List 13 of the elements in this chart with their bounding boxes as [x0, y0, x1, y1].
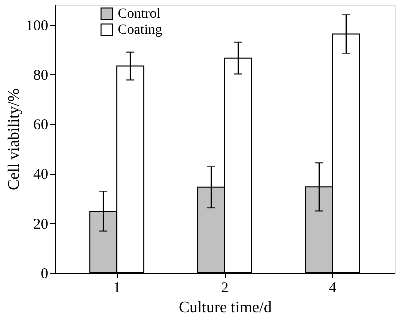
y-tick-label: 80 — [34, 68, 48, 84]
legend-label: Coating — [118, 23, 162, 38]
y-tick-label: 40 — [34, 167, 48, 184]
x-tick-label: 1 — [113, 280, 121, 296]
legend-label: Control — [118, 7, 161, 22]
y-tick-label: 0 — [41, 266, 48, 282]
y-tick-label: 20 — [34, 216, 48, 233]
y-tick-label: 100 — [26, 18, 48, 34]
x-axis-title: Culture time/d — [179, 300, 272, 316]
x-tick-label: 2 — [221, 280, 229, 296]
x-tick-label: 4 — [329, 280, 338, 296]
y-tick-label: 60 — [34, 118, 48, 134]
y-axis-title: Cell viability/% — [6, 88, 23, 190]
